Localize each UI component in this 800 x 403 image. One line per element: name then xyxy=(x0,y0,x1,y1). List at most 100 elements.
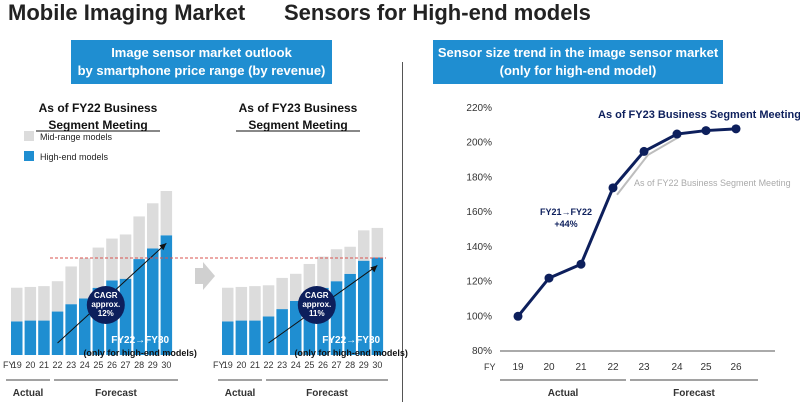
trend-arrowhead xyxy=(159,243,167,251)
x-tick-label: 21 xyxy=(250,360,260,370)
range-note: (only for high-end models) xyxy=(294,348,408,358)
x-tick-label: 20 xyxy=(25,360,35,370)
bar-mid-range xyxy=(51,281,64,312)
x-tick-label: 26 xyxy=(730,362,742,373)
period-forecast: Forecast xyxy=(306,388,348,399)
cagr-text: CAGR xyxy=(305,291,329,300)
chart-subtitle-line1: As of FY23 Business xyxy=(239,101,358,115)
bar-mid-range xyxy=(11,287,23,322)
period-forecast: Forecast xyxy=(95,388,137,399)
bar-high-end xyxy=(133,259,145,355)
y-tick-label: 180% xyxy=(466,172,492,183)
data-point xyxy=(639,146,649,156)
fy-prefix: FY xyxy=(3,360,15,370)
bar-high-end xyxy=(65,304,77,355)
fy-prefix: FY xyxy=(213,360,225,370)
period-actual: Actual xyxy=(225,388,256,399)
chart-subtitle-line1: As of FY22 Business xyxy=(39,101,158,115)
bar-high-end xyxy=(344,273,356,355)
bar-mid-range xyxy=(344,246,356,274)
x-tick-label: 28 xyxy=(345,360,355,370)
bar-mid-range xyxy=(358,230,370,261)
range-note: (only for high-end models) xyxy=(83,348,197,358)
bar-high-end xyxy=(235,320,248,355)
bar-high-end xyxy=(303,295,316,355)
legend-swatch xyxy=(24,131,34,141)
bar-mid-range xyxy=(290,273,302,301)
right-banner-line2: (only for high-end model) xyxy=(499,63,657,78)
cagr-text: 11% xyxy=(309,309,325,318)
bar-mid-range xyxy=(79,258,91,299)
trend-arrowhead xyxy=(370,265,378,273)
bar-high-end xyxy=(51,311,64,355)
left-banner: Image sensor market outlook by smartphon… xyxy=(71,40,332,84)
x-tick-label: 27 xyxy=(121,360,131,370)
bar-high-end xyxy=(371,257,384,355)
cagr-text: approx. xyxy=(302,300,331,309)
period-actual: Actual xyxy=(13,388,44,399)
x-tick-label: 25 xyxy=(700,362,712,373)
data-point xyxy=(731,124,741,134)
fy-prefix: FY xyxy=(484,362,496,372)
chart-subtitle-line2: Segment Meeting xyxy=(48,118,147,132)
panel-divider xyxy=(402,62,403,402)
x-tick-label: 29 xyxy=(359,360,369,370)
y-tick-label: 160% xyxy=(466,207,492,218)
bar-high-end xyxy=(249,320,261,355)
x-tick-label: 25 xyxy=(304,360,314,370)
bar-high-end xyxy=(222,321,234,355)
legend-swatch xyxy=(24,151,34,161)
bar-mid-range xyxy=(24,286,37,321)
x-tick-label: 30 xyxy=(372,360,382,370)
bar-mid-range xyxy=(235,286,248,321)
data-point xyxy=(576,259,586,269)
data-point xyxy=(701,126,711,136)
x-tick-label: 23 xyxy=(66,360,76,370)
legend-label: High-end models xyxy=(40,152,109,162)
x-tick-label: 24 xyxy=(80,360,90,370)
bar-mid-range xyxy=(249,286,261,321)
x-tick-label: 24 xyxy=(291,360,301,370)
bar-mid-range xyxy=(222,287,234,322)
y-tick-label: 200% xyxy=(466,138,492,149)
x-tick-label: 26 xyxy=(107,360,117,370)
x-tick-label: 21 xyxy=(39,360,49,370)
bar-mid-range xyxy=(303,263,316,296)
x-tick-label: 19 xyxy=(512,362,524,373)
x-tick-label: 20 xyxy=(236,360,246,370)
cagr-text: 12% xyxy=(98,309,114,318)
x-tick-label: 24 xyxy=(671,362,683,373)
transition-arrow xyxy=(195,262,215,290)
x-tick-label: 26 xyxy=(318,360,328,370)
series-line-fy22 xyxy=(616,134,682,196)
y-tick-label: 140% xyxy=(466,242,492,253)
x-tick-label: 23 xyxy=(277,360,287,370)
bar-high-end xyxy=(119,278,132,355)
x-tick-label: 27 xyxy=(332,360,342,370)
growth-annotation: FY21→FY22 xyxy=(540,207,592,217)
bar-mid-range xyxy=(330,249,343,282)
series-label-fy23: As of FY23 Business Segment Meeting xyxy=(598,109,800,121)
cagr-text: approx. xyxy=(91,300,120,309)
bar-mid-range xyxy=(147,203,159,249)
left-banner-line2: by smartphone price range (by revenue) xyxy=(77,63,326,78)
bar-mid-range xyxy=(276,277,288,310)
title-left: Mobile Imaging Market xyxy=(8,0,246,25)
bar-high-end xyxy=(147,248,159,355)
y-tick-label: 120% xyxy=(466,277,492,288)
range-label: FY22→FY30 xyxy=(111,335,169,346)
left-banner-line1: Image sensor market outlook xyxy=(111,45,292,60)
x-tick-label: 19 xyxy=(223,360,233,370)
bar-high-end xyxy=(38,320,50,355)
bar-high-end xyxy=(262,316,275,355)
bar-mid-range xyxy=(65,266,77,305)
x-tick-label: 21 xyxy=(575,362,587,373)
data-point xyxy=(544,273,554,283)
bar-high-end xyxy=(358,260,370,355)
bar-high-end xyxy=(160,235,173,355)
bar-high-end xyxy=(11,321,23,355)
x-tick-label: 25 xyxy=(93,360,103,370)
title-right: Sensors for High-end models xyxy=(284,0,591,25)
x-tick-label: 23 xyxy=(638,362,650,373)
